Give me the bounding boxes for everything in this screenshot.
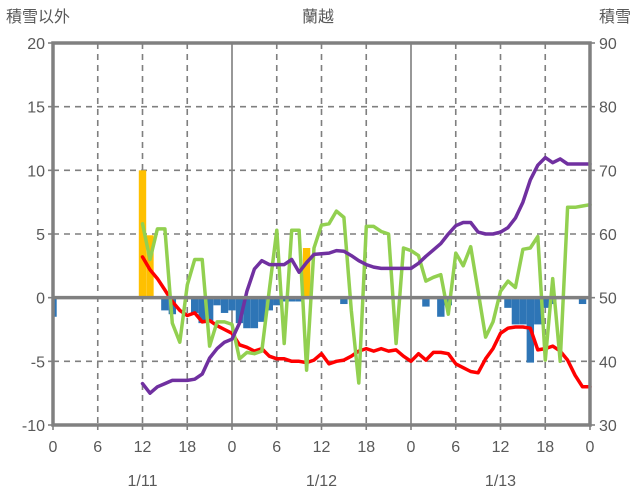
snow-blue-bars-bar: [243, 297, 251, 329]
hour-label: 18: [178, 439, 196, 456]
hour-label: 12: [134, 439, 152, 456]
snow-blue-bars-bar: [578, 297, 587, 305]
right-axis-label: 90: [599, 36, 617, 53]
snowfall-orange-bars-bar: [138, 170, 147, 298]
left-axis-label: 5: [36, 227, 45, 244]
right-axis-label: 70: [599, 163, 617, 180]
date-label: 1/11: [128, 473, 158, 490]
snow-blue-bars-bar: [191, 297, 199, 313]
snowfall-orange-bars-bar: [302, 248, 311, 298]
snow-blue-bars-bar: [519, 297, 527, 325]
snow-blue-bars-bar: [220, 297, 229, 313]
right-axis-title: 積雪: [598, 9, 631, 26]
right-axis-label: 80: [599, 100, 617, 117]
plot-border: [51, 41, 592, 427]
left-axis-label: 10: [27, 163, 45, 180]
snow-blue-bars-bar: [198, 297, 206, 324]
right-axis-label: 50: [599, 291, 617, 308]
snow-blue-bars-bar: [228, 297, 236, 311]
right-axis-label: 30: [599, 418, 617, 435]
snow-blue-bars-bar: [422, 297, 430, 307]
snow-blue-bars-bar: [250, 297, 259, 329]
hour-label: 6: [451, 439, 460, 456]
hour-label: 12: [492, 439, 510, 456]
snow-blue-bars-bar: [235, 297, 244, 324]
left-axis-label: -5: [31, 354, 45, 371]
snow-blue-bars-bar: [54, 297, 57, 317]
left-axis-label: 20: [27, 36, 45, 53]
snow-blue-bars-bar: [280, 297, 288, 302]
left-axis-label: 0: [36, 291, 45, 308]
hour-label: 18: [536, 439, 554, 456]
snow-blue-bars-bar: [161, 297, 169, 311]
hour-label: 0: [228, 439, 237, 456]
date-label: 1/13: [485, 473, 516, 490]
hour-label: 18: [357, 439, 375, 456]
green-line: [140, 202, 592, 385]
date-label: 1/12: [306, 473, 337, 490]
snow-blue-bars-bar: [437, 297, 445, 317]
snow-blue-bars-bar: [549, 297, 557, 305]
hour-label: 0: [49, 439, 58, 456]
snow-blue-bars-bar: [295, 297, 303, 302]
snow-blue-bars-bar: [541, 297, 549, 308]
snow-blue-bars-bar: [213, 297, 221, 306]
snow-blue-bars-bar: [504, 297, 512, 308]
snow-blue-bars-bar: [511, 297, 520, 325]
hour-label: 12: [313, 439, 331, 456]
left-axis-label: 15: [27, 100, 45, 117]
snow-blue-bars-bar: [205, 297, 214, 322]
left-axis-label: -10: [22, 418, 45, 435]
hour-label: 6: [272, 439, 281, 456]
chart-title: 蘭越: [301, 9, 334, 26]
snow-blue-bars-bar: [258, 297, 266, 322]
snow-blue-bars-bar: [534, 297, 542, 325]
purple-line: [140, 155, 592, 395]
left-axis-title: 積雪以外: [6, 9, 71, 26]
hour-label: 6: [93, 439, 102, 456]
right-axis-label: 40: [599, 354, 617, 371]
hour-label: 0: [407, 439, 416, 456]
hour-label: 0: [586, 439, 595, 456]
snow-blue-bars-bar: [340, 297, 348, 305]
right-axis-label: 60: [599, 227, 617, 244]
snow-blue-bars-bar: [287, 297, 296, 302]
snow-blue-bars-bar: [273, 297, 281, 306]
